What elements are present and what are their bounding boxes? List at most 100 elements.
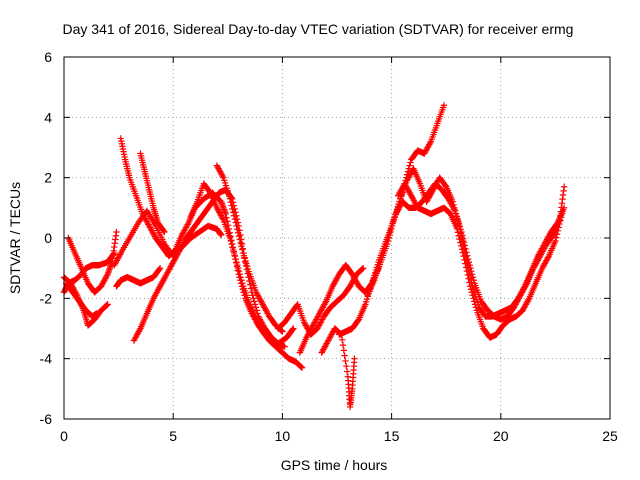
- data-point: [232, 219, 239, 226]
- data-point: [235, 232, 243, 240]
- data-point: [465, 258, 473, 266]
- data-point: [388, 222, 396, 230]
- data-point: [388, 225, 395, 233]
- data-point: [113, 228, 120, 236]
- series-track-i: [111, 207, 225, 269]
- data-point: [238, 243, 245, 250]
- data-point: [226, 234, 234, 242]
- data-point: [184, 221, 191, 228]
- data-point: [470, 295, 477, 302]
- data-point: [322, 299, 329, 307]
- data-point: [239, 246, 246, 253]
- data-point: [234, 264, 242, 272]
- data-point: [407, 159, 414, 166]
- series-track-j: [187, 180, 306, 371]
- axis-layer: 0 5 10 15 20 25 -6 -4 -2 0 2 4 6: [40, 49, 618, 444]
- data-point: [460, 238, 468, 246]
- data-point: [338, 336, 346, 344]
- data-point: [250, 295, 257, 302]
- data-point: [160, 227, 167, 235]
- data-point: [232, 255, 239, 263]
- data-point: [234, 261, 241, 269]
- data-point: [471, 298, 478, 305]
- y-axis-title: SDTVAR / TECUs: [7, 182, 23, 294]
- data-point: [464, 255, 472, 263]
- data-point: [426, 139, 434, 147]
- data-point: [339, 341, 347, 349]
- data-point: [340, 347, 348, 354]
- x-tick-label: 15: [384, 428, 400, 444]
- data-point: [298, 363, 305, 371]
- y-tick-label: 0: [44, 230, 52, 246]
- data-point: [136, 326, 143, 334]
- data-point: [387, 228, 394, 236]
- data-point: [93, 310, 100, 317]
- x-tick-label: 25: [602, 428, 618, 444]
- data-point: [230, 209, 237, 216]
- data-point: [227, 237, 235, 245]
- data-point: [560, 183, 568, 190]
- data-point: [468, 267, 475, 275]
- data-point: [360, 264, 367, 272]
- data-point: [219, 172, 226, 180]
- data-point: [467, 286, 475, 293]
- data-point: [468, 271, 476, 278]
- data-point: [103, 301, 111, 309]
- data-point: [238, 277, 245, 284]
- data-point: [230, 246, 237, 254]
- x-axis-title: GPS time / hours: [281, 457, 388, 473]
- data-point: [116, 251, 124, 258]
- y-tick-label: -6: [40, 411, 53, 427]
- data-point: [233, 258, 240, 266]
- data-point: [228, 240, 235, 248]
- data-point: [471, 301, 479, 308]
- data-point: [462, 260, 469, 267]
- y-tick-label: -4: [40, 351, 53, 367]
- series-track-l: [274, 264, 367, 338]
- data-point: [467, 264, 474, 272]
- x-tick-label: 20: [493, 428, 509, 444]
- y-tick-label: 2: [44, 170, 52, 186]
- data-point: [386, 231, 393, 239]
- data-point: [237, 239, 244, 247]
- data-point: [235, 267, 243, 275]
- y-tick-label: 6: [44, 49, 52, 65]
- data-point: [234, 229, 242, 236]
- data-point: [233, 222, 240, 230]
- data-point: [465, 275, 472, 282]
- data-point: [227, 198, 235, 206]
- chart-title: Day 341 of 2016, Sidereal Day-to-day VTE…: [63, 21, 574, 37]
- data-point: [290, 325, 297, 332]
- data-point: [464, 252, 471, 259]
- data-point: [472, 304, 480, 311]
- data-point: [103, 272, 111, 279]
- data-point: [252, 304, 260, 311]
- data-point: [161, 228, 168, 236]
- data-point: [469, 292, 476, 299]
- data-point: [462, 264, 470, 271]
- data-point: [544, 254, 552, 261]
- data-point: [236, 236, 244, 243]
- data-point: [226, 195, 234, 202]
- x-tick-label: 5: [169, 428, 177, 444]
- x-tick-label: 10: [275, 428, 291, 444]
- data-point: [468, 289, 476, 296]
- data-point: [298, 364, 306, 371]
- data-point: [234, 226, 241, 233]
- data-point: [351, 355, 358, 362]
- data-point: [359, 265, 366, 273]
- data-point: [466, 279, 473, 286]
- data-point: [384, 237, 392, 245]
- data-point: [251, 298, 258, 305]
- data-point: [343, 363, 350, 370]
- series-track-n: [318, 325, 358, 411]
- data-point: [464, 271, 471, 279]
- data-point: [239, 280, 246, 287]
- data-point: [229, 205, 236, 213]
- data-point: [156, 266, 163, 273]
- data-point: [156, 264, 164, 272]
- data-point: [461, 242, 468, 249]
- series-track-c: [62, 280, 100, 320]
- data-point: [469, 274, 477, 281]
- data-point: [385, 234, 393, 242]
